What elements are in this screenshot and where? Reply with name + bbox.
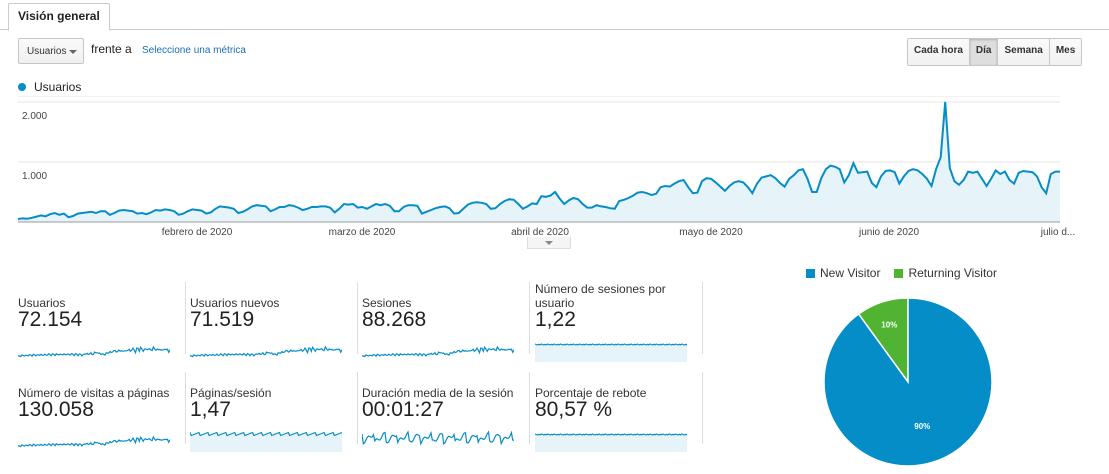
metric-divider [357,372,358,444]
x-tick-label: julio d... [1040,227,1075,238]
metric-sparkline [17,345,171,358]
metric-label: Sesiones [362,296,412,310]
metric-divider [185,372,186,444]
series-dot-icon [18,83,26,91]
pie-legend-returning-label: Returning Visitor [908,266,997,280]
x-tick-label: mayo de 2020 [679,227,743,238]
metric-tile[interactable]: Duración media de la sesión 00:01:27 [361,372,530,452]
pie-legend: New Visitor Returning Visitor [806,266,997,280]
metric-divider [357,282,358,354]
metric-label: Páginas/sesión [190,386,272,400]
metric-tile[interactable]: Número de sesiones por usuario 1,22 [534,282,703,362]
sparkline-line [189,431,343,437]
metric-label: Porcentaje de rebote [535,386,647,400]
chart-legend: Usuarios [18,80,81,94]
sparkline-line [17,435,171,448]
series-line [17,101,1060,220]
metric-value: 1,22 [535,308,576,331]
y-tick-label: 1.000 [22,171,47,182]
x-tick-label: febrero de 2020 [162,227,233,238]
x-tick-label: abril de 2020 [511,227,569,238]
metric-divider [702,372,703,444]
granularity-month-button[interactable]: Mes [1049,39,1082,65]
sparkline-line [361,345,515,358]
x-tick-label: marzo de 2020 [329,227,396,238]
visitor-pie-chart[interactable]: 10% 90% [820,294,996,470]
metric-value: 1,47 [190,398,231,421]
metric-divider [185,282,186,354]
pie-legend-new: New Visitor [806,266,880,280]
pie-data-label: 10% [881,320,897,329]
versus-label: frente a [91,42,132,56]
metric-tile[interactable]: Porcentaje de rebote 80,57 % [534,372,703,452]
y-tick-label: 2.000 [22,111,47,122]
pie-legend-new-label: New Visitor [820,266,881,280]
users-line-chart[interactable]: 2.000 1.000 febrero de 2020 marzo de 2020 ab… [0,96,1109,246]
returning-visitor-swatch [894,269,904,278]
area-fill [18,102,1060,222]
chevron-down-icon [69,50,77,54]
metric-tile[interactable]: Sesiones 88.268 [361,282,530,362]
metric-value: 71.519 [190,308,255,331]
sparkline-line [361,430,515,446]
metric-select-value: Usuarios [27,46,67,57]
granularity-day-button[interactable]: Día [969,39,999,65]
select-metric-link[interactable]: Seleccione una métrica [142,45,246,56]
metric-sparkline [361,345,515,358]
metric-label: Duración media de la sesión [362,386,514,400]
legend-label: Usuarios [34,80,82,94]
sparkline-line [534,433,688,436]
pie-legend-returning: Returning Visitor [894,266,997,280]
sparkline-fill [535,434,687,452]
granularity-toggle: Cada hora Día Semana Mes [907,38,1083,66]
metric-sparkline [534,433,688,452]
metric-tile[interactable]: Páginas/sesión 1,47 [189,372,358,452]
metric-sparkline [189,345,343,358]
granularity-hourly-button[interactable]: Cada hora [908,39,970,65]
metric-value: 00:01:27 [362,398,444,421]
metric-label: Número de sesiones por usuario [535,282,666,310]
metric-tile[interactable]: Usuarios 72.154 [17,282,186,362]
metric-sparkline [361,430,515,446]
metric-select[interactable]: Usuarios [18,38,84,64]
x-tick-label: junio de 2020 [858,227,919,238]
metric-value: 130.058 [18,398,94,421]
pie-slice-new-visitor[interactable] [823,297,993,467]
metric-value: 88.268 [362,308,427,331]
metric-label: Número de visitas a páginas [18,386,170,400]
metric-tile[interactable]: Número de visitas a páginas 130.058 [17,372,186,452]
metric-sparkline [534,343,688,362]
sparkline-line [17,345,171,358]
metric-value: 72.154 [18,308,83,331]
granularity-week-button[interactable]: Semana [998,39,1050,65]
tab-bar: Visión general [0,0,1109,31]
tab-overview[interactable]: Visión general [8,3,110,31]
pie-data-label: 90% [914,422,930,431]
sparkline-line [534,343,688,346]
sparkline-fill [190,432,342,452]
metric-tile[interactable]: Usuarios nuevos 71.519 [189,282,358,362]
new-visitor-swatch [806,269,815,278]
sparkline-fill [535,344,687,362]
metric-label: Usuarios nuevos [190,296,280,310]
metric-label: Usuarios [18,296,66,310]
metric-sparkline [17,435,171,448]
metric-sparkline [189,431,343,452]
metric-divider [529,372,530,444]
metric-divider [702,282,703,354]
metric-divider [529,282,530,354]
sparkline-line [189,345,343,358]
metric-value: 80,57 % [535,398,613,421]
chart-resize-handle[interactable] [527,237,571,249]
